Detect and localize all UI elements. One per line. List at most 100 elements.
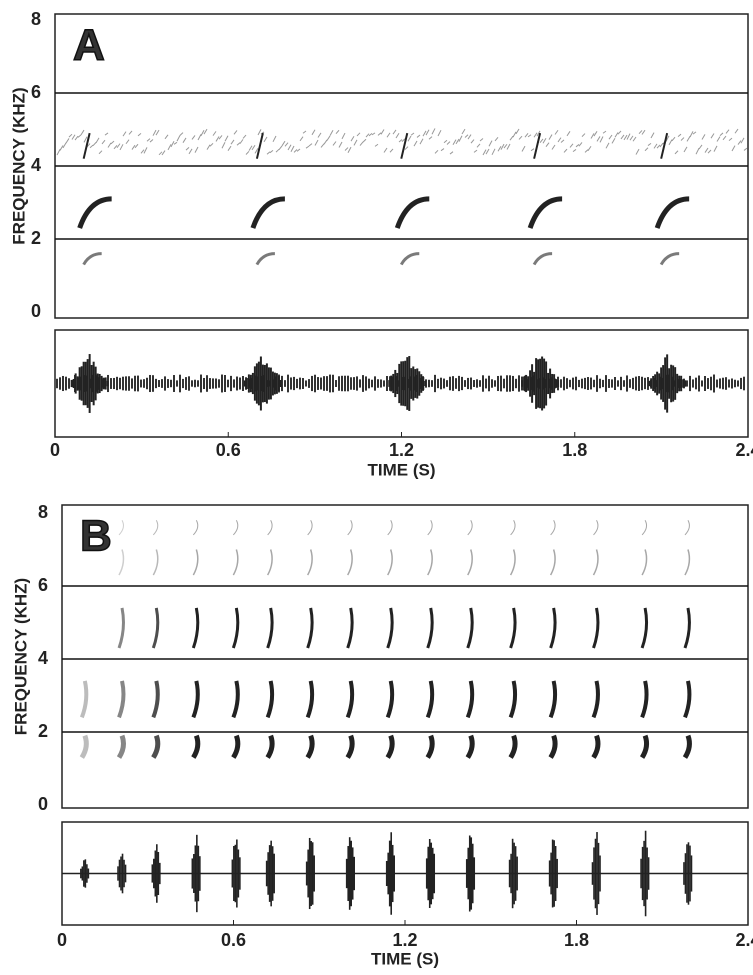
syllable-trace (466, 607, 474, 649)
panel-label: B (80, 512, 112, 561)
syllable-trace (426, 607, 434, 649)
upper-trace (533, 132, 542, 159)
noise (260, 131, 265, 135)
panel-label: A (73, 21, 105, 70)
syllable-trace (549, 549, 556, 576)
noise (665, 135, 670, 142)
noise (389, 148, 394, 153)
noise (80, 129, 85, 136)
syllable (231, 520, 241, 908)
syllable-trace (591, 734, 601, 759)
noise (425, 129, 430, 136)
syllable-trace (592, 549, 599, 576)
y-tick-label: 4 (31, 155, 41, 175)
noise (740, 137, 745, 144)
syllable-trace (305, 734, 315, 759)
noise (323, 139, 328, 145)
noise (641, 129, 646, 135)
syllable-trace (345, 680, 355, 719)
syllable-trace (684, 520, 690, 536)
noise (65, 138, 70, 144)
syllable-trace (306, 607, 314, 649)
noise (431, 128, 436, 135)
syllable-trace (307, 549, 313, 576)
syllable-trace (387, 520, 393, 536)
noise (509, 135, 514, 141)
noise (563, 148, 568, 153)
noise (326, 135, 331, 141)
noise (461, 128, 466, 135)
noise (626, 133, 631, 140)
syllable (385, 520, 396, 915)
syllable-trace (682, 734, 692, 759)
noise (728, 137, 733, 141)
syllable (548, 520, 558, 908)
syllable-trace (467, 549, 473, 576)
noise (101, 139, 106, 145)
noise (617, 130, 622, 135)
noise (476, 143, 481, 148)
syllable-trace (654, 196, 690, 229)
noise (209, 143, 214, 147)
syllable-trace (231, 680, 240, 719)
x-tick-label: 1.2 (392, 930, 417, 950)
syllable-trace (549, 607, 557, 649)
noise (206, 144, 211, 150)
noise (287, 144, 292, 151)
noise (341, 132, 346, 140)
noise (164, 134, 169, 140)
syllable-trace (684, 549, 691, 576)
syllable-trace (548, 734, 558, 759)
syllable (388, 132, 430, 411)
noise (119, 144, 124, 151)
noise (212, 131, 217, 136)
noise (146, 138, 151, 142)
syllable-trace (232, 549, 239, 576)
noise (524, 133, 529, 138)
syllable-trace (79, 680, 89, 719)
noise (695, 148, 700, 155)
spectrogram-frame (61, 504, 749, 809)
syllable-trace (265, 680, 275, 719)
noise (83, 136, 88, 143)
syllable (425, 520, 436, 908)
syllable-trace (77, 196, 112, 229)
noise (605, 142, 610, 149)
noise (503, 143, 508, 149)
syllable-trace (510, 520, 516, 536)
syllable-trace (641, 520, 648, 536)
syllable (345, 520, 355, 910)
noise (683, 146, 688, 153)
noise (194, 146, 199, 153)
syllable (639, 520, 650, 917)
syllable-trace (548, 680, 558, 719)
syllable-trace (465, 734, 475, 759)
noise (233, 130, 238, 135)
syllable-trace (232, 520, 239, 536)
syllable-trace (266, 549, 273, 576)
noise (551, 144, 556, 150)
syllable-trace (307, 520, 313, 536)
noise (584, 149, 589, 153)
x-axis-label: TIME (S) (368, 460, 436, 479)
noise (296, 148, 301, 152)
syllable-trace (508, 734, 518, 759)
y-tick-label: 0 (31, 301, 41, 321)
noise (188, 148, 193, 155)
syllable-trace (467, 520, 473, 536)
noise (218, 135, 223, 140)
syllable (191, 520, 201, 913)
y-tick-label: 6 (31, 82, 41, 102)
noise (680, 137, 685, 141)
noise (290, 145, 295, 152)
noise (560, 139, 565, 143)
noise (593, 131, 598, 137)
noise (356, 132, 361, 137)
noise (422, 130, 427, 137)
noise (314, 139, 319, 146)
noise (497, 145, 502, 152)
noise (122, 131, 127, 137)
noise (71, 134, 76, 140)
noise (647, 142, 652, 146)
noise (173, 141, 178, 145)
